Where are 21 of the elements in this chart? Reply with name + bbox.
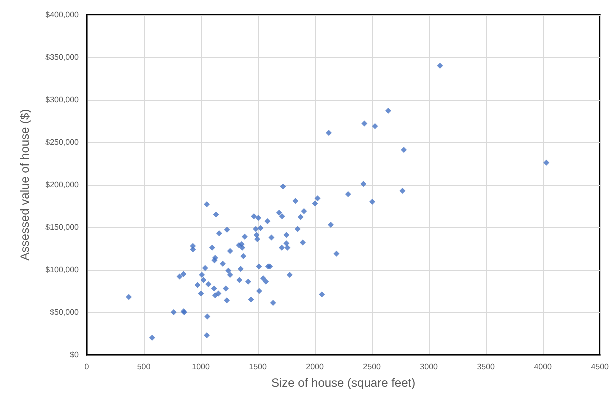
x-tick-label: 3500 — [477, 362, 496, 372]
x-tick-label: 4000 — [534, 362, 553, 372]
y-tick-label: $300,000 — [46, 96, 80, 104]
y-axis-title: Assessed value of house ($) — [18, 109, 32, 261]
x-tick-label: 3000 — [420, 362, 439, 372]
y-tick-label: $400,000 — [46, 10, 80, 20]
x-tick-label: 500 — [137, 362, 152, 372]
x-axis-title: Size of house (square feet) — [272, 376, 416, 390]
y-tick-label: $350,000 — [46, 53, 80, 62]
x-tick-label: 1000 — [192, 362, 210, 372]
y-tick-label: $150,000 — [46, 223, 80, 232]
x-tick-label: 4500 — [591, 362, 610, 372]
y-tick-label: $200,000 — [46, 180, 80, 190]
x-tick-label: 0 — [84, 362, 90, 372]
x-tick-label: 1500 — [249, 362, 268, 372]
y-tick-label: $50,000 — [50, 308, 80, 317]
x-tick-label: 2000 — [306, 362, 324, 372]
y-tick-label: $100,000 — [46, 266, 80, 274]
x-tick-label: 2500 — [363, 362, 382, 372]
y-tick-label: $0 — [70, 350, 80, 360]
y-tick-label: $250,000 — [46, 138, 80, 147]
